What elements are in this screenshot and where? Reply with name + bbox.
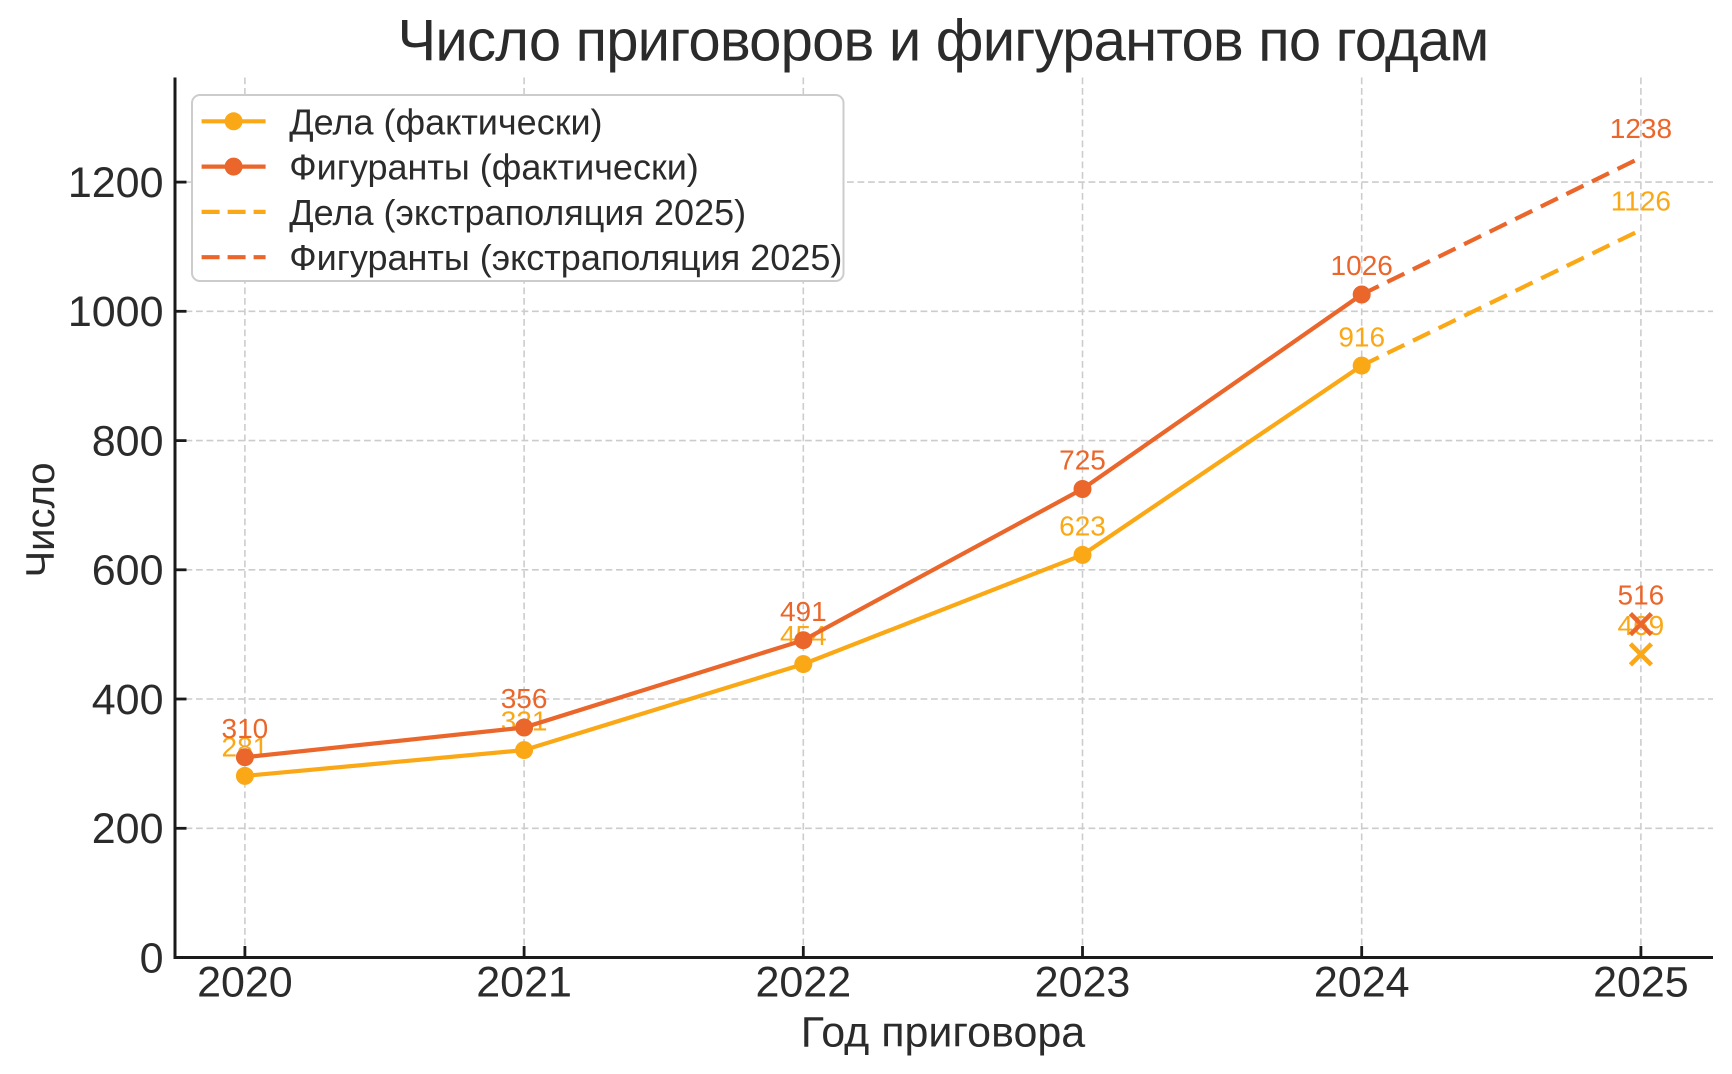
- svg-text:356: 356: [501, 683, 548, 714]
- svg-text:725: 725: [1059, 445, 1106, 476]
- svg-text:2025: 2025: [1593, 959, 1689, 1007]
- svg-text:Фигуранты (фактически): Фигуранты (фактически): [289, 147, 699, 188]
- svg-text:623: 623: [1059, 511, 1106, 542]
- svg-text:Число: Число: [19, 462, 63, 577]
- svg-text:1000: 1000: [68, 288, 164, 336]
- svg-text:2024: 2024: [1314, 959, 1410, 1007]
- svg-text:800: 800: [92, 417, 164, 465]
- svg-text:200: 200: [92, 805, 164, 853]
- svg-text:516: 516: [1618, 580, 1665, 611]
- svg-text:Число приговоров и фигурантов: Число приговоров и фигурантов по годам: [398, 9, 1489, 74]
- svg-text:600: 600: [92, 547, 164, 595]
- svg-text:1126: 1126: [1611, 186, 1671, 217]
- svg-text:400: 400: [92, 676, 164, 724]
- svg-text:1026: 1026: [1331, 250, 1393, 281]
- svg-text:Дела (фактически): Дела (фактически): [289, 101, 602, 142]
- svg-text:Дела (экстраполяция 2025): Дела (экстраполяция 2025): [289, 192, 746, 233]
- svg-text:1238: 1238: [1610, 113, 1672, 144]
- svg-text:Год приговора: Год приговора: [801, 1009, 1085, 1057]
- svg-text:2021: 2021: [476, 959, 572, 1007]
- svg-text:1200: 1200: [68, 159, 164, 207]
- svg-text:310: 310: [222, 713, 269, 744]
- svg-text:2022: 2022: [755, 959, 851, 1007]
- svg-text:0: 0: [140, 934, 164, 982]
- svg-text:2023: 2023: [1035, 959, 1131, 1007]
- svg-text:2020: 2020: [197, 959, 293, 1007]
- svg-text:491: 491: [780, 596, 827, 627]
- svg-text:Фигуранты (экстраполяция 2025): Фигуранты (экстраполяция 2025): [289, 237, 842, 278]
- svg-text:916: 916: [1338, 321, 1385, 352]
